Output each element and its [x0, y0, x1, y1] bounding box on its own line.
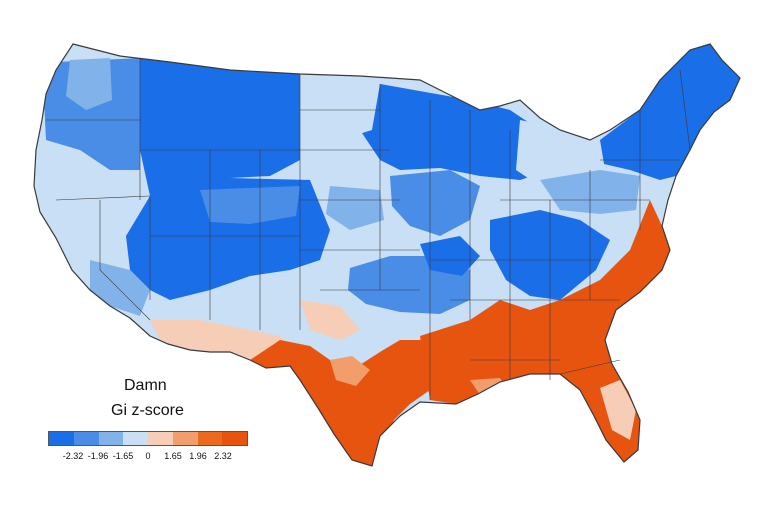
border-vt-nh — [679, 69, 691, 151]
legend-swatch-4 — [148, 432, 173, 445]
region-missouri — [420, 236, 480, 276]
region-nebraska — [326, 186, 384, 230]
legend-color-bar — [48, 431, 248, 446]
region-south-florida — [600, 380, 636, 440]
state-borders — [46, 58, 691, 400]
border-ga-fl — [559, 359, 621, 375]
legend-swatch-5 — [172, 432, 198, 445]
legend-tick-label: 1.65 — [164, 451, 182, 461]
border-or-ca — [55, 195, 151, 201]
region-northeast — [600, 44, 740, 180]
legend-tick-label: 2.32 — [214, 451, 232, 461]
us-outline — [33, 43, 741, 467]
region-michigan-lower — [516, 120, 560, 186]
region-west-texas — [300, 300, 360, 340]
legend-tick-label: -1.65 — [112, 451, 134, 461]
region-washington-west — [66, 58, 112, 110]
region-iowa-illinois — [390, 170, 480, 236]
legend-tick-label: -1.96 — [87, 451, 109, 461]
legend-swatch-7 — [222, 432, 247, 445]
legend-swatch-2 — [98, 432, 124, 445]
legend-tick-label: 1.96 — [189, 451, 207, 461]
region-texas — [250, 340, 440, 466]
legend-swatch-6 — [197, 432, 223, 445]
border-ca-nv — [99, 200, 151, 321]
legend-swatch-0 — [49, 432, 74, 445]
region-upper-midwest — [360, 84, 550, 180]
legend-heading-metric: Gi z-score — [111, 402, 184, 419]
legend-swatch-3 — [123, 432, 148, 445]
region-wyoming — [200, 186, 300, 224]
legend-heading-word: Damn — [124, 377, 167, 394]
legend-swatch-1 — [73, 432, 99, 445]
region-central-texas — [330, 356, 370, 386]
legend-tick-label: 0 — [145, 451, 151, 461]
legend-tick-label: -2.32 — [62, 451, 84, 461]
